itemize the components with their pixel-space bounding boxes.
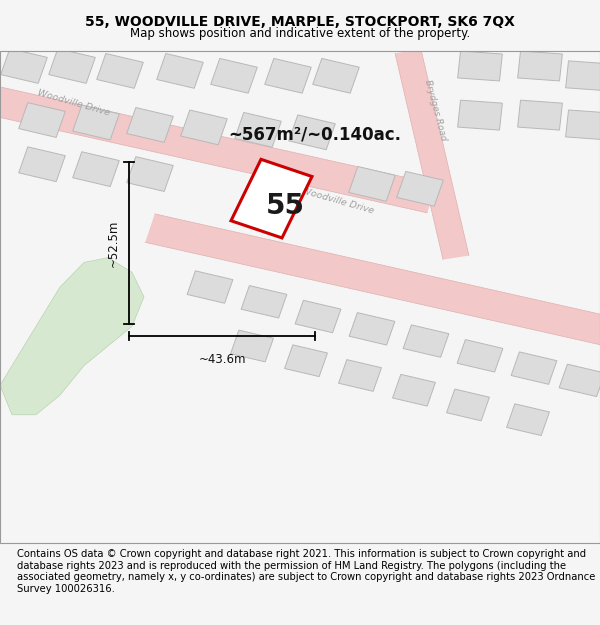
Polygon shape — [19, 147, 65, 182]
Polygon shape — [446, 389, 490, 421]
Polygon shape — [19, 102, 65, 138]
Polygon shape — [397, 171, 443, 206]
Text: ~567m²/~0.140ac.: ~567m²/~0.140ac. — [228, 126, 401, 144]
Polygon shape — [349, 312, 395, 345]
Polygon shape — [458, 100, 502, 130]
Text: Map shows position and indicative extent of the property.: Map shows position and indicative extent… — [130, 27, 470, 40]
Polygon shape — [157, 54, 203, 88]
Polygon shape — [127, 107, 173, 142]
Polygon shape — [145, 214, 600, 351]
Polygon shape — [241, 286, 287, 318]
Text: Woodville Drive: Woodville Drive — [300, 186, 374, 216]
Polygon shape — [566, 110, 600, 140]
Polygon shape — [0, 258, 144, 415]
Polygon shape — [511, 352, 557, 384]
Text: 55, WOODVILLE DRIVE, MARPLE, STOCKPORT, SK6 7QX: 55, WOODVILLE DRIVE, MARPLE, STOCKPORT, … — [85, 16, 515, 29]
Polygon shape — [458, 51, 502, 81]
Text: ~43.6m: ~43.6m — [198, 353, 246, 366]
Polygon shape — [73, 152, 119, 186]
Polygon shape — [392, 374, 436, 406]
Polygon shape — [49, 49, 95, 83]
Polygon shape — [97, 54, 143, 88]
Polygon shape — [395, 49, 469, 259]
Polygon shape — [235, 112, 281, 148]
Polygon shape — [284, 345, 328, 377]
Polygon shape — [127, 157, 173, 191]
Text: Contains OS data © Crown copyright and database right 2021. This information is : Contains OS data © Crown copyright and d… — [17, 549, 595, 594]
Text: Woodville Drive: Woodville Drive — [36, 88, 110, 118]
Polygon shape — [230, 330, 274, 362]
Text: Brydges Road: Brydges Road — [423, 79, 448, 142]
Polygon shape — [73, 105, 119, 140]
Polygon shape — [295, 301, 341, 332]
Text: 55: 55 — [265, 192, 305, 220]
Polygon shape — [0, 81, 437, 213]
Polygon shape — [518, 51, 562, 81]
Polygon shape — [313, 58, 359, 93]
Polygon shape — [518, 100, 562, 130]
Polygon shape — [506, 404, 550, 436]
Polygon shape — [231, 159, 312, 238]
Polygon shape — [566, 61, 600, 91]
Polygon shape — [559, 364, 600, 397]
Polygon shape — [338, 359, 382, 391]
Polygon shape — [289, 115, 335, 150]
Polygon shape — [265, 58, 311, 93]
Polygon shape — [211, 58, 257, 93]
Polygon shape — [181, 110, 227, 145]
Polygon shape — [349, 166, 395, 201]
Polygon shape — [403, 325, 449, 357]
Polygon shape — [1, 49, 47, 83]
Polygon shape — [457, 339, 503, 372]
Polygon shape — [187, 271, 233, 303]
Text: ~52.5m: ~52.5m — [107, 219, 120, 266]
